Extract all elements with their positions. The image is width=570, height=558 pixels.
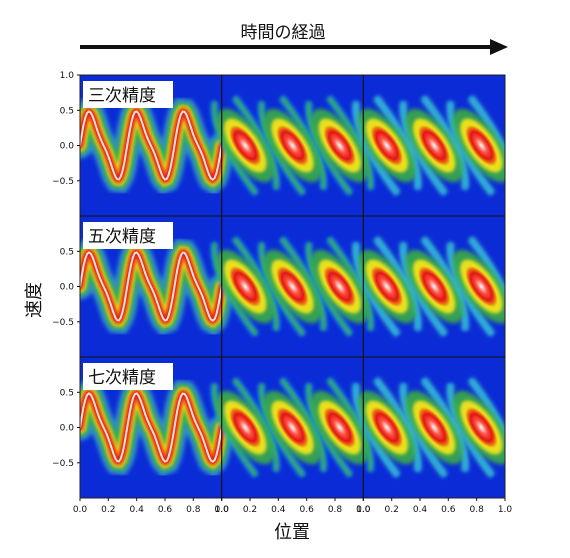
row-label: 五次精度 (88, 227, 156, 247)
wave-band-6 (80, 392, 223, 463)
x-tick-label: 0.8 (470, 505, 485, 515)
panel-r2-c2 (210, 236, 375, 337)
x-tick-label: 0.2 (101, 505, 115, 515)
row-label: 三次精度 (88, 86, 156, 106)
vortex-core (417, 265, 451, 308)
x-tick-label: 0.0 (73, 505, 88, 515)
vortex-1 (210, 377, 280, 478)
y-tick-label: 0.0 (60, 424, 75, 434)
row-label-box (83, 81, 173, 108)
vortex-1 (210, 236, 280, 337)
vortex-core (370, 265, 404, 308)
vortex-1 (352, 95, 422, 196)
y-tick-label: 0.0 (60, 142, 75, 152)
x-tick-label: 0.2 (243, 505, 257, 515)
time-arrow (80, 39, 508, 55)
panel-r2-c1 (80, 236, 235, 337)
panel-r3-c1 (80, 377, 235, 478)
panel-r1-c3 (352, 95, 505, 196)
vortex-3 (446, 95, 505, 196)
x-tick-label: 0.4 (130, 505, 145, 515)
panel-r1-c2 (210, 95, 375, 196)
vortex-2 (399, 377, 469, 478)
x-tick-label: 0.2 (385, 505, 399, 515)
vortex-2 (257, 95, 328, 196)
vortex-core (323, 406, 357, 449)
vortex-core (276, 124, 309, 167)
x-tick-label: 0.6 (300, 505, 315, 515)
row-label: 七次精度 (88, 368, 156, 388)
y-tick-label: 0.5 (60, 247, 74, 257)
y-tick-label: −0.5 (52, 177, 74, 187)
vortex-core (417, 124, 451, 167)
y-tick-label: 0.5 (60, 388, 74, 398)
vortex-core (228, 265, 262, 308)
x-tick-label: 1.0 (215, 505, 230, 515)
x-tick-label: 0.8 (328, 505, 343, 515)
vortex-3 (446, 377, 505, 478)
row-label-box (83, 363, 173, 390)
row-label-box (83, 222, 173, 249)
vortex-core (417, 406, 451, 449)
x-tick-label: 1.0 (356, 505, 371, 515)
vortex-2 (399, 95, 469, 196)
vortex-3 (446, 236, 505, 337)
vortex-1 (210, 95, 280, 196)
y-tick-label: −0.5 (52, 318, 74, 328)
vortex-core (276, 406, 309, 449)
vortex-3 (305, 95, 375, 196)
vortex-core (276, 265, 309, 308)
vortex-3 (305, 236, 375, 337)
vortex-2 (257, 377, 328, 478)
vortex-core (464, 124, 498, 167)
wave-band-6 (80, 251, 223, 322)
x-tick-label: 0.4 (271, 505, 286, 515)
y-tick-label: −0.5 (52, 459, 74, 469)
y-axis-label: 速度 (24, 282, 45, 318)
chart-title: 時間の経過 (241, 23, 326, 43)
x-tick-label: 0.0 (215, 505, 230, 515)
vortex-1 (352, 377, 422, 478)
x-tick-label: 0.8 (186, 505, 201, 515)
x-tick-label: 0.0 (356, 505, 371, 515)
vortex-core (228, 406, 262, 449)
y-tick-label: 1.0 (60, 71, 75, 81)
vortex-2 (257, 236, 328, 337)
panel-dividers (80, 75, 505, 498)
vortex-core (323, 124, 357, 167)
wave-band-6 (80, 110, 223, 181)
x-axis-label: 位置 (274, 522, 310, 543)
panel-r1-c1 (80, 95, 235, 196)
x-tick-label: 0.4 (413, 505, 428, 515)
x-tick-label: 0.6 (441, 505, 456, 515)
vortex-core (323, 265, 357, 308)
plot-area (80, 75, 505, 498)
vortex-3 (305, 377, 375, 478)
vortex-core (464, 406, 498, 449)
panel-r2-c3 (352, 236, 505, 337)
vortex-core (370, 124, 404, 167)
panel-r3-c2 (210, 377, 375, 478)
vortex-core (464, 265, 498, 308)
vortex-2 (399, 236, 469, 337)
vortex-1 (352, 236, 422, 337)
x-tick-label: 0.6 (158, 505, 173, 515)
y-tick-label: 0.5 (60, 106, 74, 116)
panel-r3-c3 (352, 377, 505, 478)
vortex-core (228, 124, 262, 167)
y-tick-label: 0.0 (60, 283, 75, 293)
x-tick-label: 1.0 (498, 505, 513, 515)
vortex-core (370, 406, 404, 449)
